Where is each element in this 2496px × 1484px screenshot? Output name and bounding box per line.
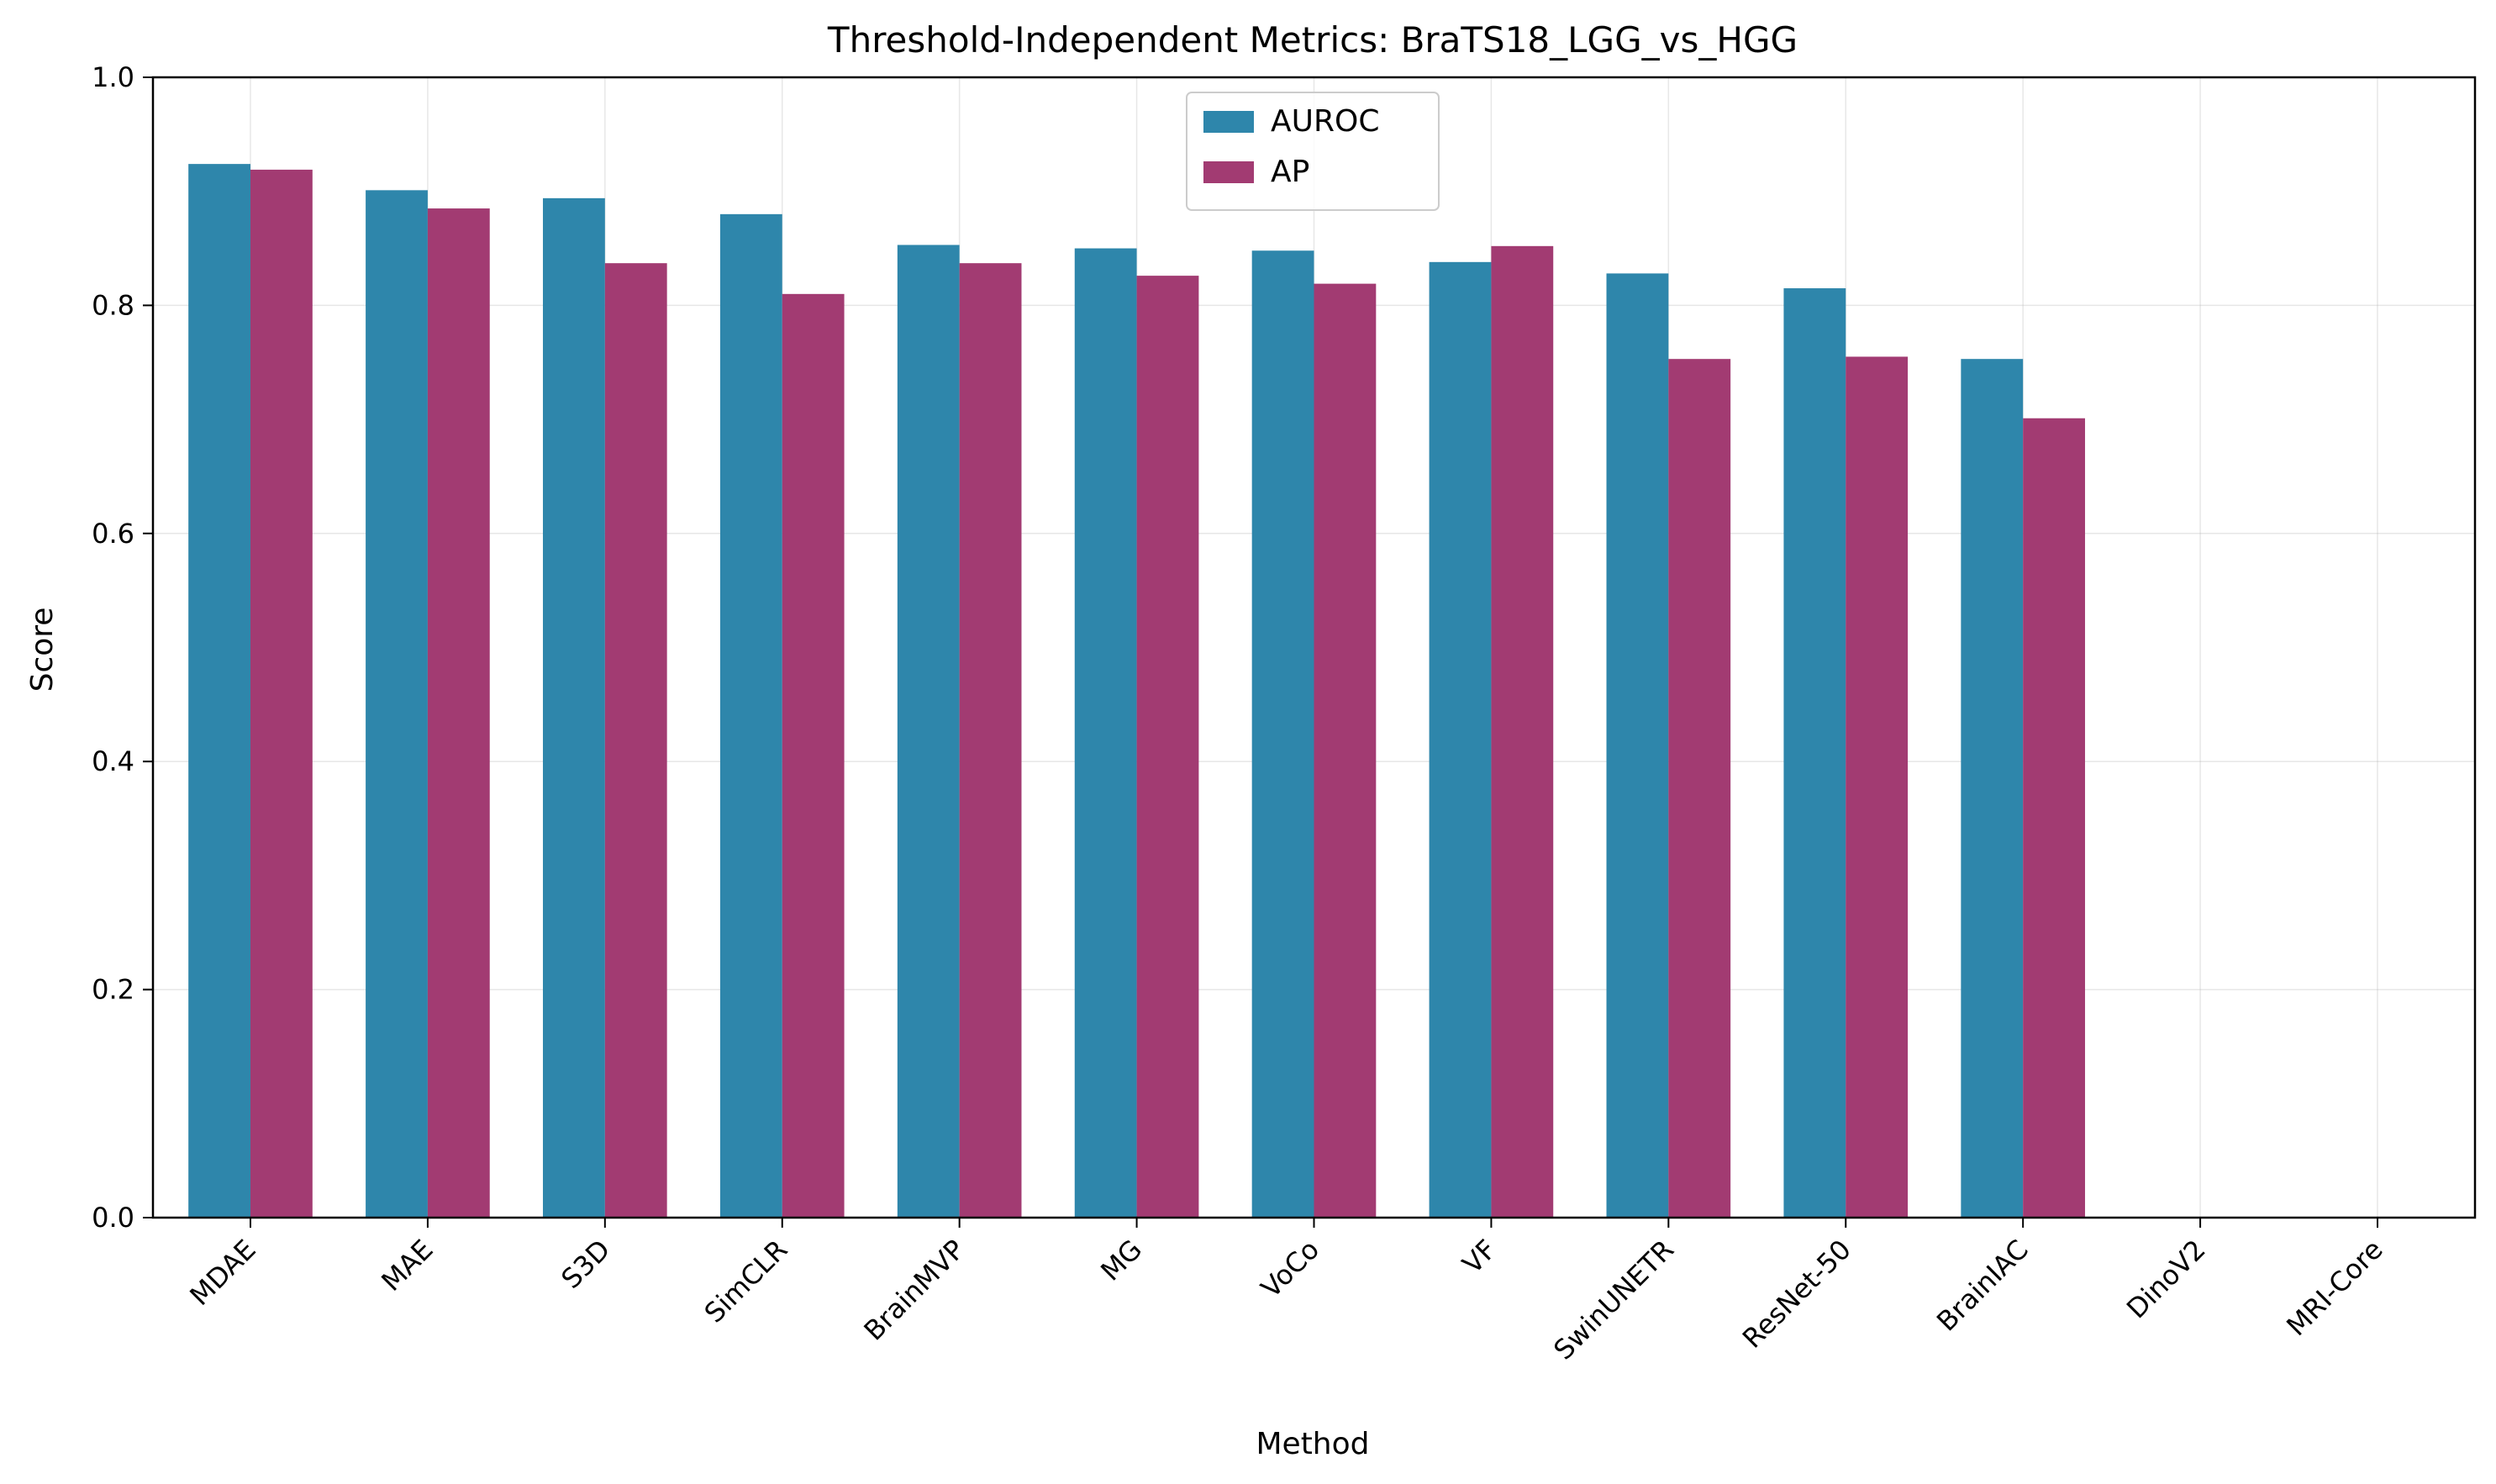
bar-ap-resnet-50	[1846, 356, 1909, 1218]
y-tick-label: 0.0	[92, 1202, 134, 1234]
y-axis: 0.0 0.2 0.4 0.6 0.8 1.0	[92, 61, 153, 1234]
y-tick-label: 0.2	[92, 974, 134, 1006]
bar-auroc-voco	[1251, 250, 1314, 1218]
bar-ap-simclr	[782, 293, 845, 1218]
bar-ap-vf	[1491, 245, 1554, 1218]
y-tick-label: 0.8	[92, 289, 134, 321]
bar-auroc-mdae	[188, 164, 251, 1218]
bar-ap-swinunetr	[1668, 359, 1731, 1218]
x-axis-title: Method	[1256, 1427, 1369, 1461]
bar-auroc-vf	[1429, 261, 1492, 1218]
bar-auroc-mae	[366, 190, 428, 1218]
legend-label-ap: AP	[1271, 155, 1309, 189]
bars	[188, 164, 2085, 1218]
bar-ap-s3d	[604, 263, 667, 1218]
bar-auroc-mg	[1074, 248, 1137, 1218]
bar-ap-mdae	[250, 169, 313, 1218]
bar-auroc-brainmvp	[897, 245, 960, 1218]
bar-auroc-swinunetr	[1606, 273, 1669, 1218]
legend-swatch-ap	[1203, 161, 1254, 183]
bar-ap-brainmvp	[959, 263, 1022, 1218]
bar-ap-mae	[427, 208, 490, 1218]
bar-auroc-simclr	[719, 213, 782, 1218]
y-tick-label: 0.4	[92, 745, 134, 777]
legend-swatch-auroc	[1203, 111, 1254, 133]
bar-auroc-resnet-50	[1783, 288, 1846, 1218]
bar-auroc-s3d	[543, 197, 605, 1218]
bar-auroc-brainiac	[1961, 359, 2024, 1218]
legend: AUROC AP	[1186, 92, 1440, 211]
bar-ap-voco	[1314, 283, 1377, 1218]
y-tick-label: 1.0	[92, 61, 134, 93]
bar-ap-mg	[1136, 276, 1199, 1218]
y-tick-label: 0.6	[92, 518, 134, 550]
chart-title: Threshold-Independent Metrics: BraTS18_L…	[827, 19, 1798, 61]
legend-label-auroc: AUROC	[1271, 104, 1379, 139]
bar-ap-brainiac	[2023, 418, 2085, 1218]
y-axis-title: Score	[25, 608, 60, 692]
